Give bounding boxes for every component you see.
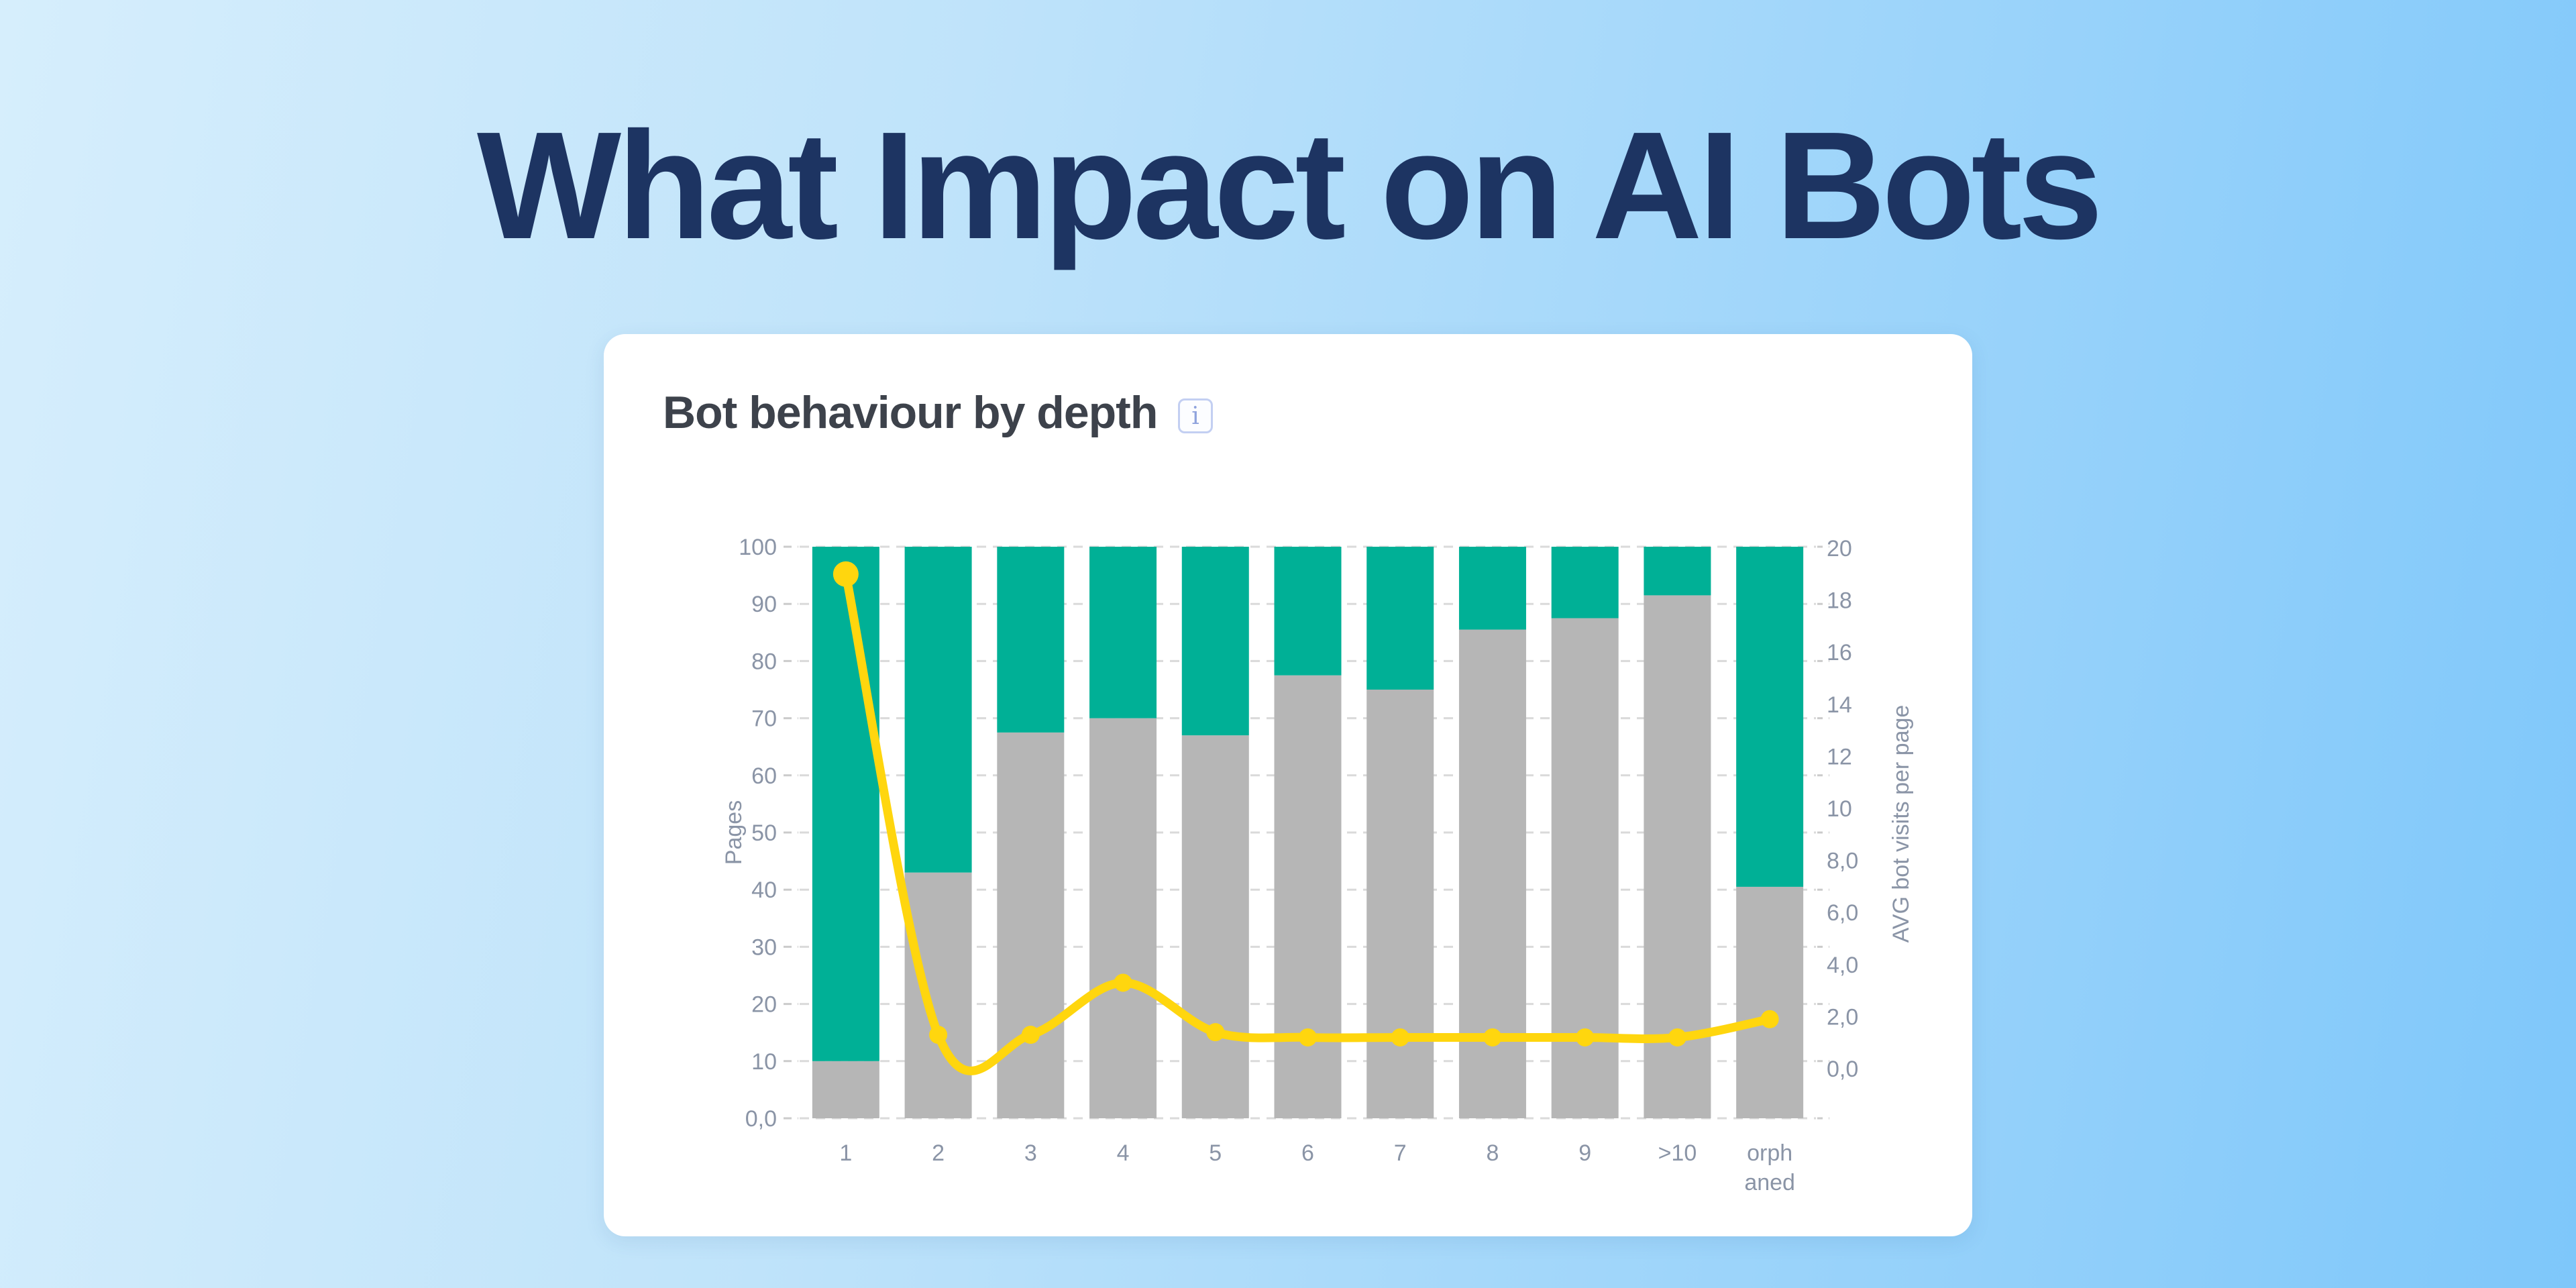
left-axis-tick-label: 0,0 <box>745 1106 777 1132</box>
right-axis-tick-label: 20 <box>1827 536 1852 561</box>
bar-green-segment[interactable] <box>1551 547 1619 619</box>
chart-card: Bot behaviour by depth i 0,0 10 20 30 40 50 60… <box>604 334 1972 1236</box>
x-axis-category-label: 7 <box>1394 1140 1407 1166</box>
info-icon[interactable]: i <box>1178 398 1213 433</box>
right-axis-tick-label: 2,0 <box>1827 1004 1858 1030</box>
left-axis-tick-label: 30 <box>751 934 777 960</box>
left-axis-title: Pages <box>721 800 747 865</box>
left-axis-tick-label: 50 <box>751 820 777 846</box>
bar-green-segment[interactable] <box>1274 547 1342 676</box>
bar-gray-segment[interactable] <box>1089 718 1157 1118</box>
bar-gray-segment[interactable] <box>1181 735 1249 1118</box>
line-point[interactable] <box>833 561 859 587</box>
right-axis-title: AVG bot visits per page <box>1888 705 1914 943</box>
x-axis-category-label: 4 <box>1117 1140 1130 1166</box>
bar-gray-segment[interactable] <box>904 872 972 1118</box>
left-axis-tick-label: 10 <box>751 1049 777 1075</box>
bot-behaviour-chart: 0,0 10 20 30 40 50 60 70 80 90 100 0,0 2,0 4,0 6,0 8,0 1… <box>721 535 1914 1195</box>
bar-green-segment[interactable] <box>1458 547 1526 630</box>
x-axis-category-label: orph aned <box>1744 1140 1795 1195</box>
x-axis-category-label: 2 <box>932 1140 945 1166</box>
line-point[interactable] <box>1299 1028 1317 1046</box>
left-axis-tick-label: 40 <box>751 877 777 903</box>
left-axis-tick-label: 90 <box>751 592 777 617</box>
x-axis-category-label: 3 <box>1024 1140 1037 1166</box>
bar-gray-segment[interactable] <box>812 1061 879 1118</box>
x-axis-category-label: 1 <box>839 1140 852 1166</box>
x-axis-category-label: 6 <box>1301 1140 1314 1166</box>
line-point[interactable] <box>1760 1010 1779 1028</box>
right-axis-tick-label: 4,0 <box>1827 953 1858 978</box>
line-point[interactable] <box>1206 1023 1225 1042</box>
bar-green-segment[interactable] <box>1089 547 1157 718</box>
bar-green-segment[interactable] <box>1736 547 1804 887</box>
right-axis-tick-label: 18 <box>1827 588 1852 614</box>
x-axis-category-label: >10 <box>1658 1140 1697 1166</box>
x-axis-category-label: 5 <box>1209 1140 1222 1166</box>
line-point[interactable] <box>929 1026 948 1044</box>
line-point[interactable] <box>1668 1028 1686 1046</box>
bar-green-segment[interactable] <box>1366 547 1434 690</box>
left-axis-tick-label: 70 <box>751 706 777 732</box>
right-axis-tick-label: 0,0 <box>1827 1057 1858 1082</box>
bar-green-segment[interactable] <box>997 547 1065 733</box>
bar-green-segment[interactable] <box>812 547 879 1061</box>
bar-gray-segment[interactable] <box>997 732 1065 1118</box>
line-point[interactable] <box>1021 1026 1040 1044</box>
chart-title: Bot behaviour by depth <box>663 387 1158 438</box>
right-axis-tick-label: 8,0 <box>1827 849 1858 874</box>
line-point[interactable] <box>1483 1028 1502 1046</box>
left-axis-tick-label: 20 <box>751 992 777 1018</box>
line-point[interactable] <box>1576 1028 1595 1046</box>
x-axis-category-label: 8 <box>1486 1140 1499 1166</box>
info-icon-glyph: i <box>1191 402 1199 430</box>
line-point[interactable] <box>1114 973 1132 992</box>
left-axis-tick-label: 100 <box>739 535 777 560</box>
left-axis-tick-label: 80 <box>751 649 777 674</box>
line-point[interactable] <box>1391 1028 1409 1046</box>
bar-green-segment[interactable] <box>904 547 972 873</box>
right-axis-tick-label: 12 <box>1827 744 1852 769</box>
page-title: What Impact on AI Bots <box>476 101 2103 271</box>
right-axis-tick-label: 16 <box>1827 640 1852 665</box>
bar-green-segment[interactable] <box>1181 547 1249 736</box>
right-axis-tick-label: 10 <box>1827 796 1852 822</box>
right-axis-tick-label: 6,0 <box>1827 900 1858 926</box>
bar-gray-segment[interactable] <box>1736 886 1804 1118</box>
bar-gray-segment[interactable] <box>1366 690 1434 1118</box>
right-axis-tick-label: 14 <box>1827 692 1852 718</box>
left-axis-tick-label: 60 <box>751 763 777 789</box>
bar-green-segment[interactable] <box>1644 547 1711 596</box>
bar-gray-segment[interactable] <box>1274 675 1342 1118</box>
x-axis-category-label: 9 <box>1578 1140 1591 1166</box>
